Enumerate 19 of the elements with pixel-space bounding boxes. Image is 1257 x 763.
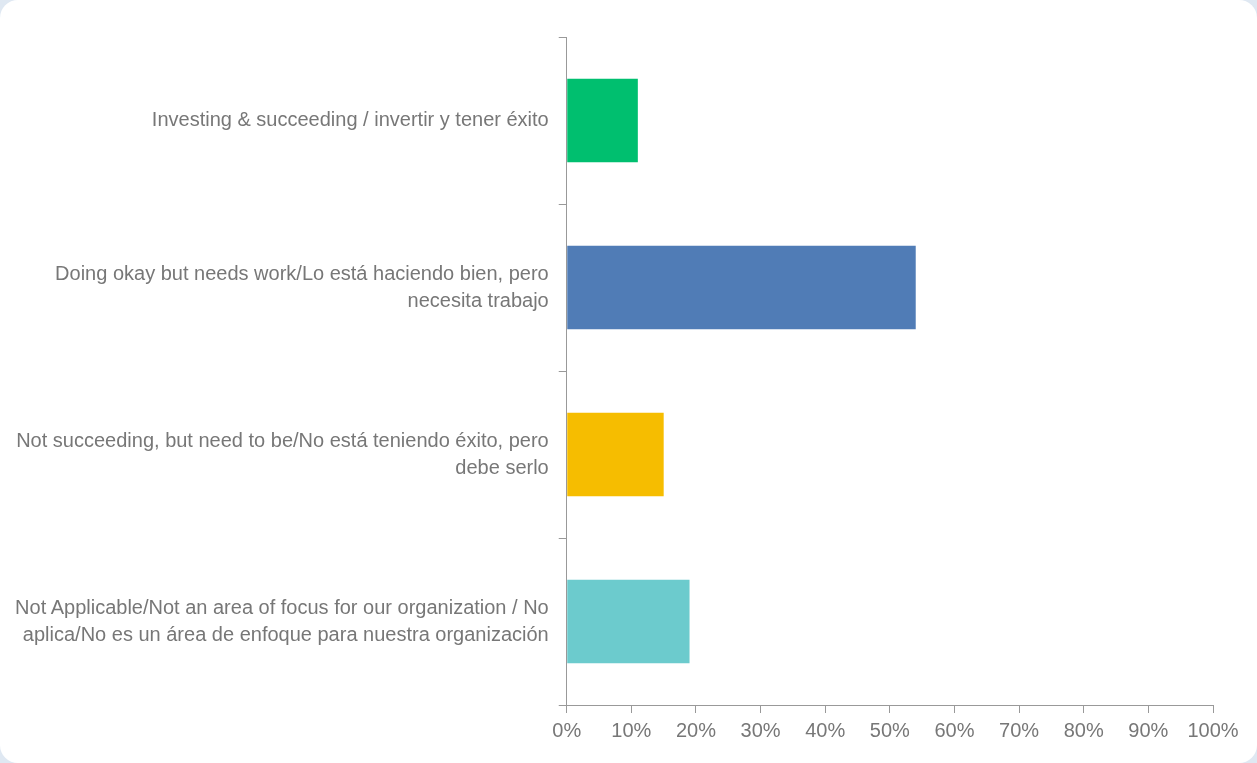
x-tick-label: 40% (805, 718, 846, 741)
x-tick-label: 50% (869, 718, 911, 741)
x-tick-label: 0% (552, 718, 582, 741)
y-tick-label: Investing & succeeding / invertir y tener éxito (151, 108, 549, 131)
x-tick-label: 10% (611, 718, 652, 741)
x-tick-label: 70% (999, 718, 1040, 741)
y-tick-label: Not Applicable/Not an area of focus for our organization / No aplica/No es un área de enfoque para nuestra organización (15, 595, 549, 645)
x-tick-label: 80% (1063, 718, 1104, 741)
x-tick-label: 20% (675, 718, 717, 741)
y-tick-label: Doing okay but needs work/Lo está haciendo bien, pero necesita trabajo (55, 261, 549, 311)
bar (567, 579, 690, 664)
x-tick-label: 100% (1187, 718, 1239, 741)
y-tick-label: Not succeeding, but need to be/No está teniendo éxito, pero debe serlo (16, 428, 549, 478)
bar (567, 78, 638, 163)
bar (567, 245, 916, 330)
x-tick-label: 30% (740, 718, 781, 741)
bar (567, 412, 664, 497)
x-tick-label: 60% (934, 718, 975, 741)
x-tick-label: 90% (1128, 718, 1169, 741)
